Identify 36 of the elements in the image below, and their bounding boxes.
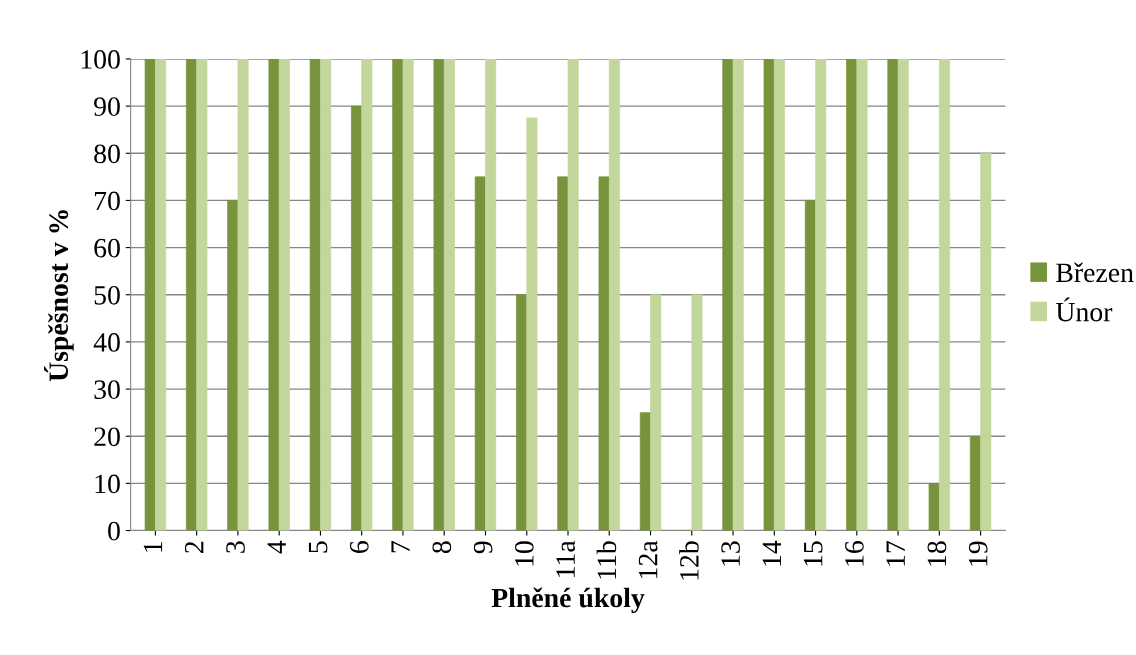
x-tick-label: 16 [845, 541, 864, 566]
x-axis-title: Plněné úkoly [491, 587, 645, 614]
x-tick-label: 9 [473, 541, 493, 554]
x-tick-label: 3 [226, 541, 245, 553]
y-tick-label: 60 [94, 238, 120, 258]
x-tick-label: 4 [267, 540, 286, 554]
legend-label: Březen [1056, 262, 1134, 283]
x-tick-label: 2 [184, 541, 204, 553]
legend-label: Únor [1055, 297, 1113, 322]
y-axis-title: Úspěšnost v % [44, 210, 74, 382]
y-tick-label: 40 [93, 333, 120, 352]
x-tick-label: 18 [927, 541, 947, 566]
y-tick-label: 70 [94, 191, 120, 211]
x-tick-label: 15 [803, 541, 823, 566]
x-tick-label: 17 [886, 541, 905, 566]
x-tick-label: 1 [143, 541, 163, 552]
y-tick-label: 50 [94, 285, 120, 305]
y-tick-label: 20 [94, 427, 120, 447]
x-tick-label: 8 [432, 541, 452, 554]
x-tick-label: 14 [762, 540, 781, 566]
y-tick-label: 90 [94, 97, 120, 117]
y-tick-label: 100 [81, 50, 120, 69]
x-tick-label: 7 [391, 541, 410, 553]
y-tick-label: 10 [95, 474, 120, 494]
x-tick-label: 12a [638, 540, 658, 578]
x-tick-label: 13 [721, 541, 740, 566]
x-tick-label: 11a [556, 540, 575, 577]
x-tick-label: 11b [596, 541, 617, 579]
y-tick-label: 0 [108, 521, 120, 541]
x-tick-label: 5 [308, 541, 328, 553]
x-tick-label: 12b [679, 541, 699, 580]
y-tick-label: 30 [94, 380, 120, 399]
x-tick-label: 19 [968, 541, 988, 566]
x-tick-label: 6 [349, 541, 369, 553]
x-tick-label: 10 [514, 541, 534, 566]
y-tick-label: 80 [94, 144, 120, 164]
